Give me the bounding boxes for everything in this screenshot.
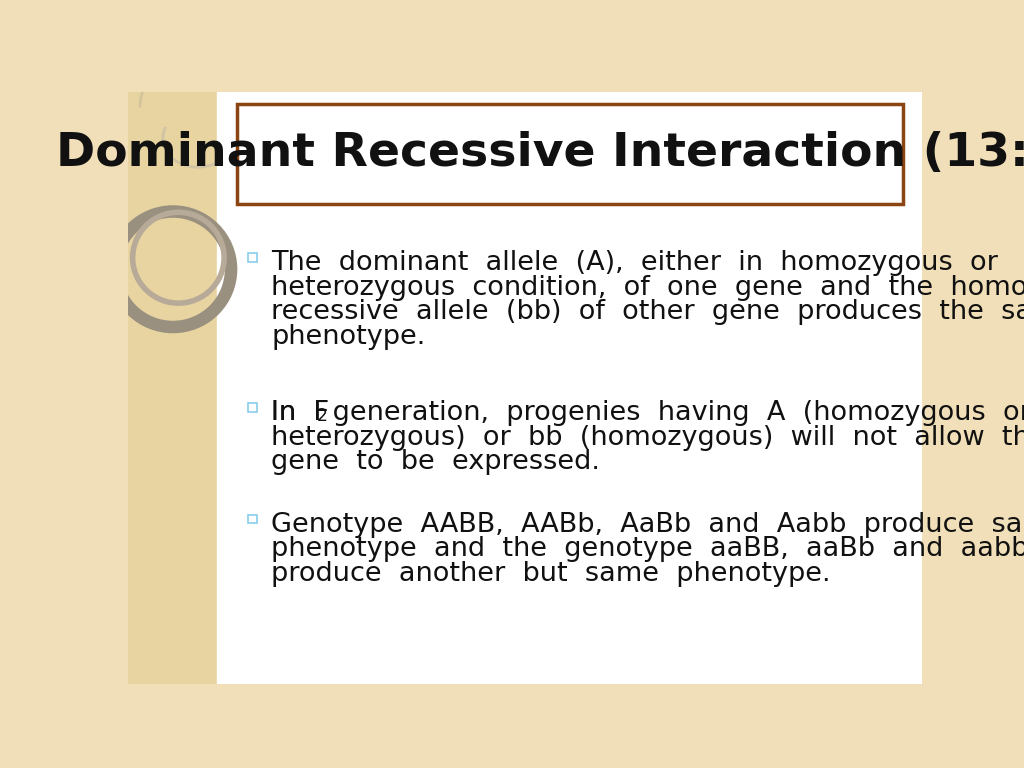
Text: gene  to  be  expressed.: gene to be expressed. <box>271 449 600 475</box>
Bar <box>217 92 922 684</box>
Bar <box>248 403 257 412</box>
Text: In  F: In F <box>271 400 330 426</box>
FancyBboxPatch shape <box>237 104 903 204</box>
Text: heterozygous)  or  bb  (homozygous)  will  not  allow  the  C: heterozygous) or bb (homozygous) will no… <box>271 425 1024 451</box>
Text: generation,  progenies  having  A  (homozygous  or: generation, progenies having A (homozygo… <box>324 400 1024 426</box>
Text: 2: 2 <box>316 407 328 425</box>
Text: Dominant Recessive Interaction (13:3): Dominant Recessive Interaction (13:3) <box>56 131 1024 177</box>
Bar <box>128 92 217 684</box>
Text: Genotype  AABB,  AABb,  AaBb  and  Aabb  produce  same: Genotype AABB, AABb, AaBb and Aabb produ… <box>271 511 1024 538</box>
Bar <box>248 515 257 523</box>
Bar <box>248 253 257 262</box>
Text: produce  another  but  same  phenotype.: produce another but same phenotype. <box>271 561 830 587</box>
Text: recessive  allele  (bb)  of  other  gene  produces  the  same: recessive allele (bb) of other gene prod… <box>271 300 1024 326</box>
Text: heterozygous  condition,  of  one  gene  and  the  homozygous: heterozygous condition, of one gene and … <box>271 275 1024 300</box>
Text: phenotype  and  the  genotype  aaBB,  aaBb  and  aabb: phenotype and the genotype aaBB, aaBb an… <box>271 537 1024 562</box>
Text: In  F: In F <box>271 400 330 426</box>
Text: The  dominant  allele  (A),  either  in  homozygous  or: The dominant allele (A), either in homoz… <box>271 250 998 276</box>
Text: phenotype.: phenotype. <box>271 324 426 350</box>
